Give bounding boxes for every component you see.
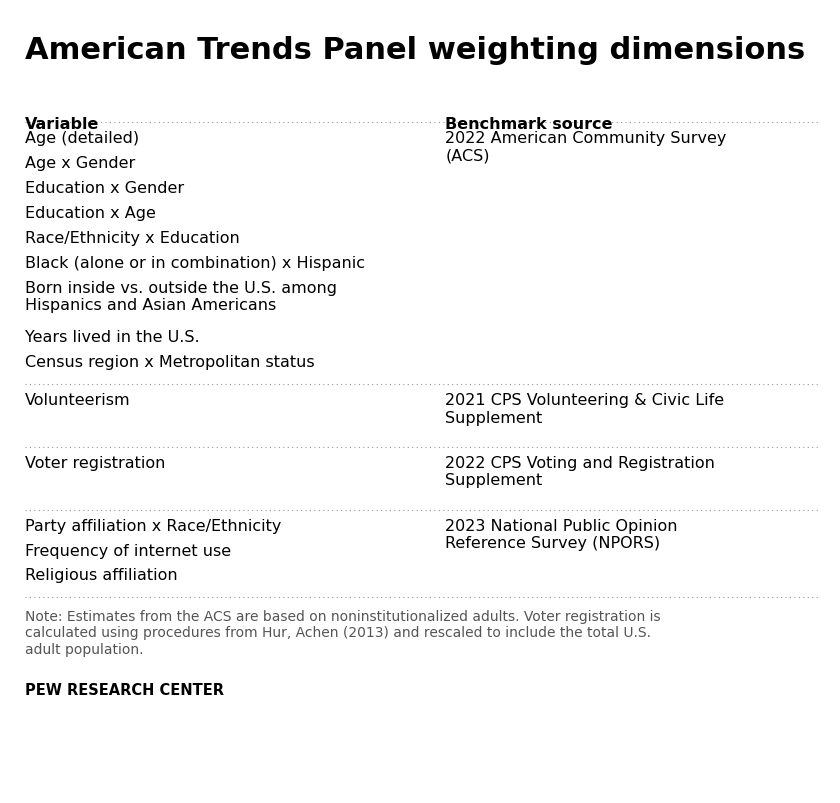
- Text: 2021 CPS Volunteering & Civic Life
Supplement: 2021 CPS Volunteering & Civic Life Suppl…: [445, 393, 724, 425]
- Text: Born inside vs. outside the U.S. among
Hispanics and Asian Americans: Born inside vs. outside the U.S. among H…: [25, 280, 337, 312]
- Text: Frequency of internet use: Frequency of internet use: [25, 543, 231, 558]
- Text: 2023 National Public Opinion
Reference Survey (NPORS): 2023 National Public Opinion Reference S…: [445, 518, 678, 550]
- Text: Voter registration: Voter registration: [25, 455, 165, 471]
- Text: Age (detailed): Age (detailed): [25, 131, 139, 146]
- Text: Race/Ethnicity x Education: Race/Ethnicity x Education: [25, 230, 240, 246]
- Text: Age x Gender: Age x Gender: [25, 156, 135, 171]
- Text: Census region x Metropolitan status: Census region x Metropolitan status: [25, 355, 315, 370]
- Text: Education x Gender: Education x Gender: [25, 181, 184, 196]
- Text: American Trends Panel weighting dimensions: American Trends Panel weighting dimensio…: [25, 36, 806, 65]
- Text: Variable: Variable: [25, 116, 100, 132]
- Text: Party affiliation x Race/Ethnicity: Party affiliation x Race/Ethnicity: [25, 518, 281, 533]
- Text: Years lived in the U.S.: Years lived in the U.S.: [25, 330, 200, 345]
- Text: 2022 CPS Voting and Registration
Supplement: 2022 CPS Voting and Registration Supplem…: [445, 455, 715, 487]
- Text: Religious affiliation: Religious affiliation: [25, 568, 178, 583]
- Text: Black (alone or in combination) x Hispanic: Black (alone or in combination) x Hispan…: [25, 255, 365, 271]
- Text: 2022 American Community Survey
(ACS): 2022 American Community Survey (ACS): [445, 131, 727, 163]
- Text: PEW RESEARCH CENTER: PEW RESEARCH CENTER: [25, 682, 224, 697]
- Text: Volunteerism: Volunteerism: [25, 393, 131, 408]
- Text: Note: Estimates from the ACS are based on noninstitutionalized adults. Voter reg: Note: Estimates from the ACS are based o…: [25, 609, 661, 656]
- Text: Benchmark source: Benchmark source: [445, 116, 612, 132]
- Text: Education x Age: Education x Age: [25, 206, 156, 221]
